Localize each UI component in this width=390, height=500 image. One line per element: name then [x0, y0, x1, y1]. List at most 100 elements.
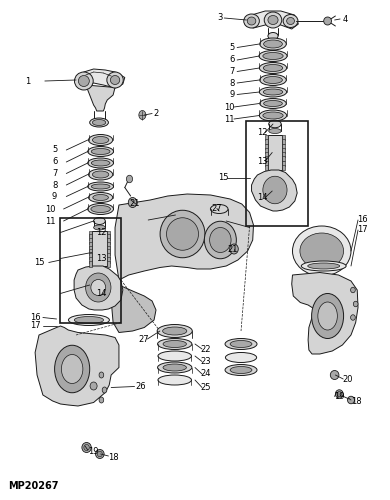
Bar [89, 249, 92, 255]
Text: 7: 7 [229, 67, 235, 76]
Bar [89, 238, 92, 244]
Ellipse shape [160, 210, 205, 258]
Text: 17: 17 [357, 226, 368, 234]
Ellipse shape [126, 176, 133, 182]
Ellipse shape [94, 218, 105, 224]
Ellipse shape [128, 198, 137, 207]
Ellipse shape [84, 444, 89, 450]
Text: 10: 10 [46, 204, 56, 214]
Bar [265, 140, 268, 144]
Ellipse shape [269, 128, 281, 134]
Ellipse shape [88, 182, 113, 191]
Bar [107, 246, 110, 252]
Text: 6: 6 [52, 158, 57, 166]
Polygon shape [92, 231, 107, 266]
Polygon shape [245, 11, 298, 29]
Ellipse shape [292, 226, 351, 276]
Ellipse shape [92, 171, 109, 178]
Ellipse shape [230, 366, 252, 374]
Text: 4: 4 [342, 14, 348, 24]
Ellipse shape [98, 451, 102, 457]
Ellipse shape [204, 221, 236, 259]
Text: 2: 2 [153, 109, 159, 118]
Text: 12: 12 [96, 228, 106, 237]
Ellipse shape [91, 184, 110, 189]
Ellipse shape [263, 89, 283, 95]
Bar [107, 257, 110, 262]
Ellipse shape [163, 340, 186, 347]
Bar [265, 160, 268, 166]
Ellipse shape [91, 280, 106, 295]
Ellipse shape [74, 316, 104, 324]
Bar [107, 234, 110, 240]
Text: 10: 10 [224, 102, 234, 112]
Text: 18: 18 [351, 398, 362, 406]
Ellipse shape [259, 50, 287, 62]
Ellipse shape [91, 148, 110, 154]
Polygon shape [111, 280, 156, 332]
Text: 22: 22 [200, 344, 211, 354]
Ellipse shape [158, 375, 191, 385]
Bar [265, 165, 268, 170]
Ellipse shape [78, 76, 89, 86]
Ellipse shape [158, 351, 191, 361]
Ellipse shape [259, 62, 287, 74]
Ellipse shape [264, 12, 282, 28]
Bar [89, 234, 92, 240]
Bar [282, 152, 285, 157]
Bar [107, 238, 110, 244]
Text: 15: 15 [218, 173, 229, 182]
Bar [282, 148, 285, 153]
Ellipse shape [353, 301, 358, 306]
Ellipse shape [107, 72, 123, 88]
Ellipse shape [89, 134, 113, 145]
Ellipse shape [230, 244, 238, 254]
Ellipse shape [90, 118, 108, 127]
Ellipse shape [301, 261, 346, 271]
Ellipse shape [264, 100, 282, 106]
Polygon shape [252, 170, 297, 211]
Polygon shape [35, 326, 119, 406]
Ellipse shape [247, 17, 256, 25]
Ellipse shape [287, 18, 294, 24]
Bar [107, 260, 110, 266]
Text: 20: 20 [343, 374, 353, 384]
Ellipse shape [268, 16, 278, 24]
Bar [89, 253, 92, 259]
Text: MP20267: MP20267 [8, 481, 58, 491]
Ellipse shape [86, 273, 111, 302]
Text: 8: 8 [229, 78, 235, 88]
Text: 13: 13 [96, 254, 107, 263]
Text: 11: 11 [224, 114, 234, 124]
Bar [282, 140, 285, 144]
Text: 26: 26 [135, 382, 146, 391]
Text: 18: 18 [108, 453, 119, 462]
Text: 9: 9 [52, 192, 57, 201]
Text: 25: 25 [200, 383, 211, 392]
Text: 7: 7 [52, 169, 57, 178]
Ellipse shape [308, 263, 340, 269]
Ellipse shape [260, 98, 286, 108]
Ellipse shape [110, 76, 120, 84]
Ellipse shape [263, 64, 283, 71]
Text: 14: 14 [96, 289, 106, 298]
Text: 8: 8 [52, 180, 57, 190]
Text: 16: 16 [357, 216, 368, 224]
Ellipse shape [312, 294, 344, 339]
Ellipse shape [260, 74, 286, 86]
Ellipse shape [211, 204, 228, 214]
Text: 27: 27 [211, 204, 222, 213]
Ellipse shape [225, 338, 257, 349]
Ellipse shape [99, 372, 104, 378]
Text: 1: 1 [25, 76, 30, 86]
Ellipse shape [55, 345, 90, 393]
Ellipse shape [264, 40, 282, 48]
Bar [89, 246, 92, 252]
Bar [282, 160, 285, 166]
Ellipse shape [93, 194, 108, 200]
Ellipse shape [264, 76, 282, 84]
Ellipse shape [89, 169, 113, 180]
Text: 19: 19 [334, 392, 344, 401]
Ellipse shape [225, 364, 257, 376]
Ellipse shape [99, 397, 104, 403]
